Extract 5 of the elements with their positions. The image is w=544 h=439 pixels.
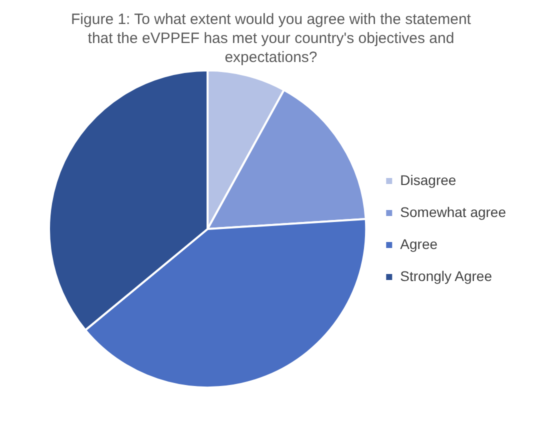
chart-title: Figure 1: To what extent would you agree with the statement that the eVPPEF has met your country's objectives and expectations? (71, 10, 471, 67)
legend-label: Somewhat agree (400, 204, 506, 220)
legend-label: Strongly Agree (400, 268, 492, 284)
legend-label: Agree (400, 236, 438, 252)
legend-label: Disagree (400, 172, 456, 188)
